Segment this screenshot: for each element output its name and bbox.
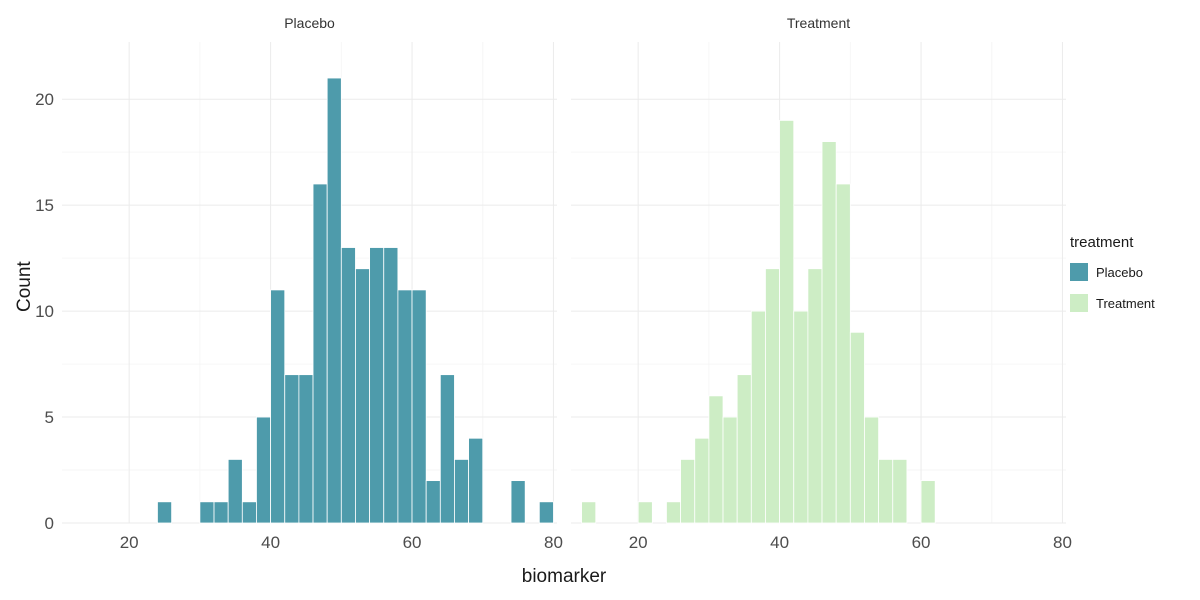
histogram-bar [835, 183, 851, 524]
histogram-bar [510, 480, 526, 524]
y-tick-label: 0 [45, 514, 54, 533]
histogram-bar [298, 374, 314, 524]
legend-swatch-treatment [1070, 294, 1088, 312]
x-tick-label: 20 [120, 533, 139, 552]
y-axis-title: Count [14, 261, 35, 312]
y-tick-label: 20 [35, 90, 54, 109]
histogram-bar [270, 289, 286, 524]
histogram-bar [581, 501, 597, 524]
legend-swatch-placebo [1070, 263, 1088, 281]
histogram-bar [312, 183, 328, 524]
y-tick-label: 15 [35, 196, 54, 215]
histogram-bar [864, 416, 880, 524]
legend-label-treatment: Treatment [1096, 295, 1155, 311]
histogram-bar [878, 459, 894, 524]
x-tick-label: 80 [1053, 533, 1072, 552]
x-tick-label: 20 [629, 533, 648, 552]
histogram-bar [256, 416, 272, 524]
histogram-bar [680, 459, 696, 524]
histogram-bar [779, 120, 795, 524]
histogram-bar [213, 501, 229, 524]
histogram-bar [892, 459, 908, 524]
x-tick-label: 80 [544, 533, 563, 552]
histogram-bar [157, 501, 173, 524]
legend-label-placebo: Placebo [1096, 264, 1143, 280]
histogram-bar [439, 374, 455, 524]
histogram-bar [411, 289, 427, 524]
y-tick-label: 5 [45, 408, 54, 427]
legend: treatment Placebo Treatment [1070, 234, 1155, 325]
histogram-bar [454, 459, 470, 524]
histogram-bar [765, 268, 781, 524]
histogram-bar [468, 437, 484, 524]
histogram-bar [227, 459, 243, 524]
x-tick-label: 40 [770, 533, 789, 552]
facet-label: Treatment [787, 15, 850, 31]
x-tick-label: 40 [261, 533, 280, 552]
histogram-bar [666, 501, 682, 524]
histogram-bar [369, 247, 385, 524]
histogram-bar [708, 395, 724, 524]
histogram-bar [241, 501, 257, 524]
histogram-bar [355, 268, 371, 524]
histogram-bar [397, 289, 413, 524]
legend-title: treatment [1070, 234, 1134, 251]
histogram-bar [849, 331, 865, 524]
histogram-bar [340, 247, 356, 524]
x-tick-label: 60 [912, 533, 931, 552]
y-tick-label: 10 [35, 302, 54, 321]
histogram-bar [538, 501, 554, 524]
x-axis-title: biomarker [521, 566, 607, 587]
facet-label: Placebo [284, 15, 335, 31]
histogram-bar [694, 437, 710, 524]
histogram-bar [807, 268, 823, 524]
histogram-bar [821, 141, 837, 524]
legend-entry-treatment: Treatment [1070, 294, 1155, 312]
histogram-bar [736, 374, 752, 524]
histogram-bar [722, 416, 738, 524]
histogram-bar [326, 77, 342, 524]
histogram-bar [199, 501, 215, 524]
histogram-bar [637, 501, 653, 524]
histogram-bar [284, 374, 300, 524]
histogram-bar [425, 480, 441, 524]
histogram-bar [750, 310, 766, 524]
legend-entry-placebo: Placebo [1070, 263, 1155, 281]
histogram-bar [920, 480, 936, 524]
x-tick-label: 60 [403, 533, 422, 552]
histogram-bar [793, 310, 809, 524]
histogram-bar [383, 247, 399, 524]
